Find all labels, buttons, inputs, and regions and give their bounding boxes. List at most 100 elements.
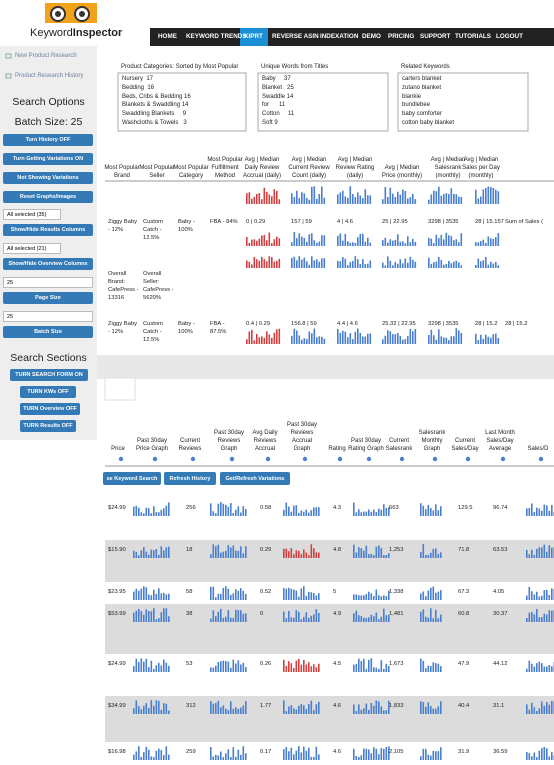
nav-item[interactable]: SUPPORT bbox=[420, 33, 451, 40]
panel-line: Cotton 11 bbox=[262, 111, 295, 118]
panel-line: baby comforter bbox=[402, 111, 443, 118]
cell: 4.05 bbox=[493, 589, 505, 595]
cell: 67.3 bbox=[458, 589, 470, 595]
mini-graph bbox=[526, 700, 554, 714]
sidebar-link[interactable]: New Product Research bbox=[15, 53, 77, 59]
cell: 96.74 bbox=[493, 505, 508, 511]
panel-title: Product Categories: Sorted by Most Popul… bbox=[121, 64, 239, 70]
panel-box bbox=[257, 72, 389, 132]
cell: 4.6 bbox=[333, 703, 342, 709]
mini-graph bbox=[420, 586, 442, 600]
nav-item[interactable]: DEMO bbox=[362, 33, 381, 40]
mini-graph bbox=[420, 658, 442, 672]
panel-line: Baby 37 bbox=[262, 76, 291, 82]
cell: 4.8 bbox=[333, 547, 342, 553]
mini-graph bbox=[283, 502, 320, 516]
button[interactable]: Page Size bbox=[3, 292, 93, 304]
nav-item[interactable]: PRICING bbox=[388, 33, 415, 40]
select[interactable]: All selected (35) bbox=[3, 209, 61, 220]
row-bg bbox=[105, 540, 554, 582]
button[interactable]: se Keyword Search bbox=[103, 472, 161, 485]
column-header: Past 30day Reviews Graph bbox=[213, 429, 245, 452]
cell: 44.12 bbox=[493, 661, 508, 667]
mini-graph bbox=[283, 746, 320, 760]
cell: 0 | 0.29 bbox=[246, 219, 266, 225]
logo-word: Keyword bbox=[30, 27, 73, 39]
mini-graph bbox=[526, 587, 554, 600]
nav-item[interactable]: LOGOUT bbox=[496, 33, 523, 40]
button[interactable]: Show/Hide Overview Columns bbox=[3, 258, 93, 270]
panel-title: Unique Words from Titles bbox=[261, 64, 329, 70]
cell: 4.5 bbox=[333, 661, 342, 667]
column-header: Most Popular Seller bbox=[139, 164, 175, 179]
button[interactable]: Turn History OFF bbox=[3, 134, 93, 146]
button[interactable]: TURN Results OFF bbox=[20, 420, 76, 432]
select[interactable]: 25 bbox=[3, 277, 93, 288]
mini-graph bbox=[246, 232, 281, 246]
mini-graph bbox=[382, 329, 417, 344]
cell: 5 bbox=[333, 589, 337, 595]
logo-icon bbox=[45, 3, 97, 23]
sort-icon bbox=[337, 456, 343, 462]
nav-item[interactable]: REVERSE ASIN bbox=[272, 33, 319, 40]
panel-line: Swaddle 14 bbox=[262, 93, 294, 100]
column-header: Past 30day Price Graph bbox=[135, 437, 168, 452]
mini-graph bbox=[420, 747, 442, 760]
sort-icon bbox=[399, 456, 405, 462]
nav-item[interactable]: INDEXATION bbox=[320, 33, 359, 40]
mini-graph bbox=[133, 746, 170, 760]
sidebar-link[interactable]: Product Research History bbox=[15, 73, 84, 79]
select[interactable]: 25 bbox=[3, 311, 93, 322]
mini-graph bbox=[420, 503, 442, 516]
mini-graph bbox=[353, 608, 390, 622]
cell: 1,481 bbox=[389, 611, 404, 617]
cell: 63.53 bbox=[493, 547, 508, 553]
cell: 4.4 | 4.6 bbox=[337, 321, 358, 327]
column-header: Past 30day Reviews Accrual Graph bbox=[286, 421, 318, 452]
button[interactable]: Reset Graphs/Images bbox=[3, 191, 93, 203]
nav-item[interactable]: KIPRT bbox=[244, 33, 263, 40]
mini-graph bbox=[291, 232, 326, 246]
mini-graph bbox=[133, 546, 170, 558]
column-header: Avg | Median Salesrank (monthly) bbox=[430, 156, 466, 179]
button[interactable]: TURN KWs OFF bbox=[20, 386, 76, 398]
cell: 3298 | 3535 bbox=[428, 321, 459, 327]
cell: 25.32 | 22.95 bbox=[382, 321, 416, 327]
panel-line: Bedding 16 bbox=[122, 84, 155, 91]
sort-icon bbox=[152, 456, 158, 462]
mini-graph bbox=[133, 658, 170, 672]
cell: Baby - 100% bbox=[178, 321, 195, 336]
select[interactable]: All selected (21) bbox=[3, 243, 61, 254]
button[interactable]: Refresh History bbox=[164, 472, 216, 485]
nav-item[interactable]: HOME bbox=[158, 33, 177, 40]
mini-graph bbox=[353, 589, 390, 600]
button[interactable]: TURN Overview OFF bbox=[20, 403, 80, 415]
row-bg bbox=[105, 604, 554, 654]
cell: 156.8 | 59 bbox=[291, 321, 317, 327]
section-title: Search Options bbox=[12, 96, 85, 108]
cell: 31.9 bbox=[458, 749, 470, 755]
mini-graph bbox=[210, 502, 247, 516]
cell: 129.5 bbox=[458, 505, 473, 511]
column-header: Avg | Median Sales per Day (monthly) bbox=[462, 156, 500, 179]
button[interactable]: Not Showing Variations bbox=[3, 172, 93, 184]
button[interactable]: Batch Size bbox=[3, 326, 93, 338]
cell: 0 bbox=[260, 611, 264, 617]
mini-graph bbox=[353, 700, 390, 714]
mini-graph bbox=[246, 187, 281, 204]
mini-graph bbox=[475, 257, 500, 268]
cell: 47.9 bbox=[458, 661, 470, 667]
button[interactable]: TURN SEARCH FORM ON bbox=[10, 369, 88, 381]
nav-item[interactable]: KEYWORD TRENDS bbox=[186, 33, 247, 40]
mini-graph bbox=[133, 608, 170, 622]
button[interactable]: Get/Refresh Variations bbox=[220, 472, 290, 485]
cell: $23.95 bbox=[108, 589, 126, 595]
cell: Ziggy Baby - 12% bbox=[108, 219, 137, 234]
mini-graph bbox=[283, 609, 320, 622]
mini-graph bbox=[382, 187, 417, 204]
nav-item[interactable]: TUTORIALS bbox=[455, 33, 491, 40]
mini-graph bbox=[353, 502, 390, 516]
button[interactable]: Show/Hide Results Columns bbox=[3, 224, 93, 236]
button[interactable]: Turn Getting Variations ON bbox=[3, 153, 93, 165]
